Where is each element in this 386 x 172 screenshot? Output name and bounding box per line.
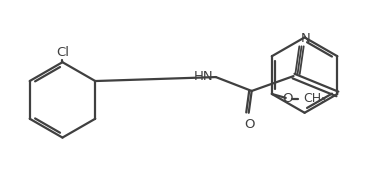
Text: CH₃: CH₃ [304, 92, 327, 105]
Text: O: O [283, 92, 293, 105]
Text: O: O [244, 118, 255, 131]
Text: HN: HN [194, 70, 214, 83]
Text: Cl: Cl [56, 46, 69, 59]
Text: N: N [301, 32, 310, 45]
